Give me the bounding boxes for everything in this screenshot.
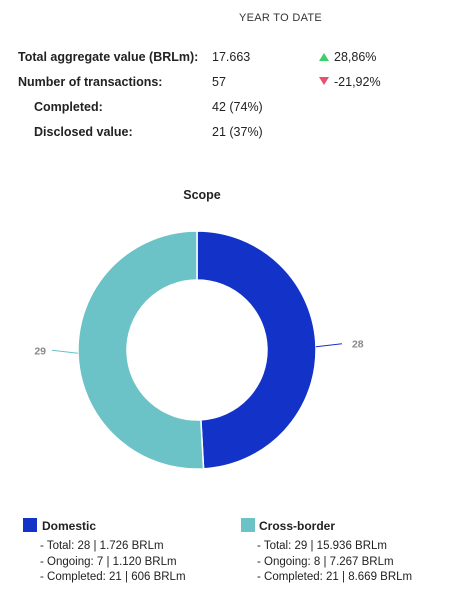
legend-line-domestic-ongoing: - Ongoing: 7 | 1.120 BRLm [40, 556, 177, 568]
stat-change-total-value: 28,86% [319, 50, 376, 64]
stat-value-transactions: 57 [212, 75, 226, 89]
stat-value-completed: 42 (74%) [212, 100, 263, 114]
legend-line-domestic-completed: - Completed: 21 | 606 BRLm [40, 571, 186, 583]
legend-line-cross-border-ongoing: - Ongoing: 8 | 7.267 BRLm [257, 556, 394, 568]
stat-label-transactions: Number of transactions: [18, 75, 163, 89]
data-label-domestic: 28 [352, 339, 364, 351]
stat-label-completed: Completed: [34, 100, 103, 114]
leader-line-cross-border [51, 349, 79, 354]
stat-label-disclosed: Disclosed value: [34, 125, 133, 139]
up-arrow-icon [319, 53, 329, 61]
legend-line-domestic-total: - Total: 28 | 1.726 BRLm [40, 540, 164, 552]
legend-line-cross-border-total: - Total: 29 | 15.936 BRLm [257, 540, 387, 552]
data-label-cross-border: 29 [34, 345, 46, 357]
stat-label-total-value: Total aggregate value (BRLm): [18, 50, 199, 64]
stat-value-disclosed: 21 (37%) [212, 125, 263, 139]
donut-slice-cross-border[interactable] [77, 230, 205, 470]
chart-title: Scope [183, 188, 221, 202]
period-label: YEAR TO DATE [239, 12, 323, 24]
stat-change-total-value-text: 28,86% [334, 50, 377, 64]
stat-change-transactions: -21,92% [319, 75, 381, 89]
stat-change-transactions-text: -21,92% [334, 75, 381, 89]
stat-value-total-value: 17.663 [212, 50, 251, 64]
legend-name-cross-border: Cross-border [259, 519, 336, 533]
legend-swatch-domestic [23, 518, 37, 532]
legend-line-cross-border-completed: - Completed: 21 | 8.669 BRLm [257, 571, 413, 583]
donut-slice-domestic[interactable] [196, 230, 317, 470]
legend-name-domestic: Domestic [42, 519, 97, 533]
leader-line-domestic [315, 343, 343, 348]
donut-chart: 28 29 [34, 230, 364, 470]
down-arrow-icon [319, 77, 329, 85]
legend-swatch-cross-border [241, 518, 255, 532]
